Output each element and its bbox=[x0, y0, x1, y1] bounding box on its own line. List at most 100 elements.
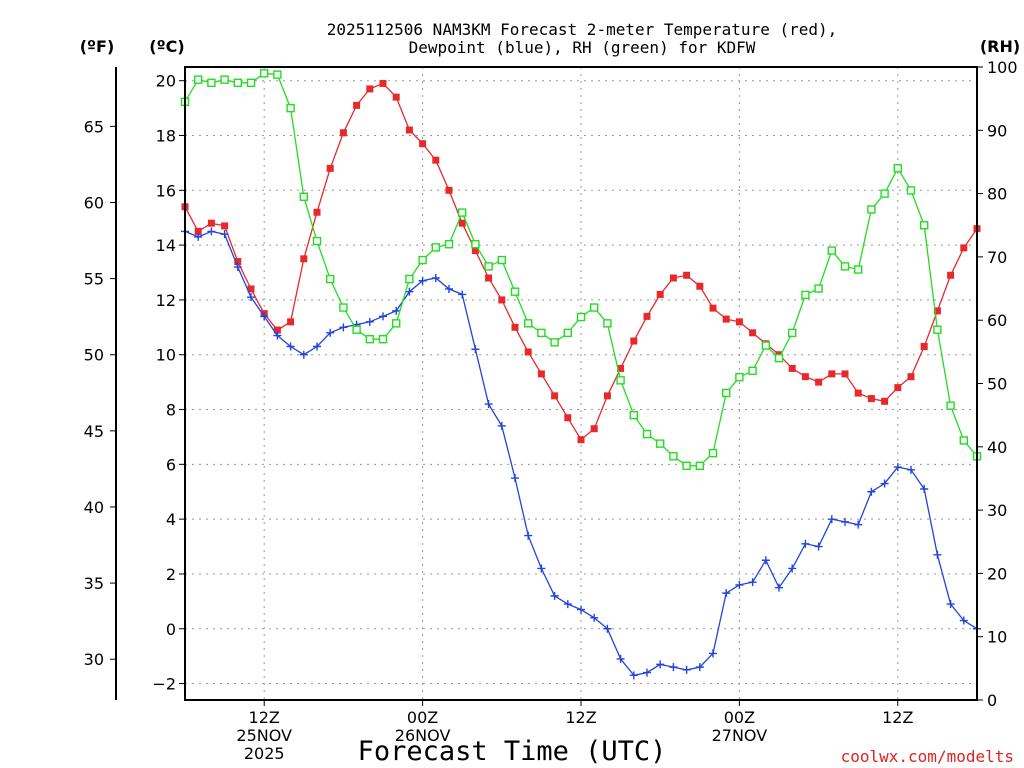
rh-point bbox=[708, 448, 718, 458]
rh-point bbox=[590, 303, 599, 312]
rh-tick-label: 0 bbox=[987, 691, 997, 710]
celsius-tick-label: 18 bbox=[156, 127, 176, 146]
celsius-tick-label: 0 bbox=[166, 620, 176, 639]
rh-tick-label: 50 bbox=[987, 375, 1007, 394]
rh-point bbox=[867, 205, 876, 214]
temperature-point bbox=[788, 364, 796, 372]
x-tick-label: 26NOV bbox=[395, 726, 451, 745]
temperature-point bbox=[194, 227, 202, 235]
celsius-unit-label: (ºC) bbox=[149, 37, 184, 56]
temperature-point bbox=[683, 271, 691, 279]
rh-point bbox=[959, 436, 968, 445]
temperature-point bbox=[603, 392, 611, 400]
dewpoint-point bbox=[326, 328, 335, 337]
rh-point bbox=[906, 186, 916, 195]
rh-point bbox=[418, 255, 427, 265]
rh-point bbox=[761, 341, 770, 350]
dewpoint-point bbox=[365, 317, 374, 326]
rh-point bbox=[669, 452, 678, 461]
dewpoint-point bbox=[392, 306, 401, 315]
temperature-point bbox=[709, 304, 717, 312]
temperature-point bbox=[920, 343, 928, 351]
temperature-point bbox=[854, 389, 862, 397]
dewpoint-point bbox=[550, 591, 559, 600]
temperature-point bbox=[867, 395, 875, 403]
dewpoint-point bbox=[405, 287, 414, 296]
rh-point bbox=[431, 243, 440, 252]
rh-tick-label: 80 bbox=[987, 185, 1007, 204]
dewpoint-point bbox=[471, 345, 480, 354]
dewpoint-point bbox=[511, 474, 519, 483]
rh-point bbox=[220, 75, 229, 84]
rh-point bbox=[840, 262, 850, 271]
fahrenheit-tick-label: 40 bbox=[84, 498, 104, 517]
temperature-point bbox=[630, 337, 638, 345]
dewpoint-point bbox=[431, 274, 440, 282]
rh-tick-label: 90 bbox=[987, 121, 1007, 140]
chart-title-line2: Dewpoint (blue), RH (green) for KDFW bbox=[409, 38, 756, 57]
dewpoint-point bbox=[260, 312, 269, 321]
temperature-point bbox=[564, 414, 572, 422]
temperature-point bbox=[273, 326, 281, 334]
rh-point bbox=[471, 240, 480, 249]
dewpoint-point bbox=[669, 663, 678, 672]
temperature-point bbox=[881, 397, 889, 405]
rh-tick-label: 40 bbox=[987, 438, 1007, 457]
rh-point bbox=[854, 265, 863, 274]
rh-point bbox=[629, 410, 638, 420]
temperature-point bbox=[537, 370, 545, 378]
dewpoint-point bbox=[775, 583, 783, 592]
temperature-point bbox=[339, 129, 347, 137]
dewpoint-point bbox=[933, 550, 942, 559]
temperature-point bbox=[485, 274, 493, 282]
rh-point bbox=[458, 208, 467, 217]
fahrenheit-tick-label: 30 bbox=[84, 650, 104, 669]
dewpoint-point bbox=[563, 600, 572, 609]
dewpoint-point bbox=[458, 290, 467, 299]
celsius-tick-label: −2 bbox=[152, 675, 176, 694]
rh-point bbox=[550, 338, 559, 347]
rh-point bbox=[484, 262, 493, 271]
dewpoint-point bbox=[233, 263, 242, 272]
temperature-point bbox=[287, 318, 295, 326]
temperature-point bbox=[221, 222, 229, 230]
rh-point bbox=[524, 319, 533, 328]
temperature-point bbox=[313, 208, 321, 216]
temperature-point bbox=[828, 370, 836, 378]
dewpoint-point bbox=[590, 613, 599, 622]
temperature-point bbox=[234, 258, 242, 266]
dewpoint-point bbox=[484, 400, 493, 409]
fahrenheit-unit-label: (ºF) bbox=[80, 37, 115, 56]
temperature-point bbox=[445, 186, 453, 194]
rh-tick-label: 20 bbox=[987, 564, 1007, 583]
rh-point bbox=[656, 439, 665, 448]
temperature-markers bbox=[181, 79, 981, 444]
temperature-point bbox=[471, 247, 479, 255]
dewpoint-point bbox=[854, 520, 863, 529]
temperature-point bbox=[617, 364, 625, 372]
temperature-point bbox=[841, 370, 849, 378]
series bbox=[180, 69, 982, 680]
dewpoint-point bbox=[722, 589, 731, 598]
celsius-tick-label: 4 bbox=[166, 510, 176, 529]
dewpoint-point bbox=[497, 421, 506, 430]
dewpoint-point bbox=[814, 542, 823, 551]
dewpoint-point bbox=[273, 331, 282, 340]
rh-point bbox=[722, 388, 731, 398]
dewpoint-point bbox=[207, 227, 216, 236]
rh-point bbox=[695, 461, 704, 470]
rh-point bbox=[497, 255, 506, 265]
dewpoint-point bbox=[801, 539, 810, 548]
rh-point bbox=[563, 328, 572, 338]
temperature-point bbox=[207, 219, 215, 227]
dewpoint-point bbox=[761, 556, 770, 565]
dewpoint-point bbox=[247, 293, 255, 302]
x-tick-label: 12Z bbox=[882, 708, 913, 727]
dewpoint-point bbox=[709, 649, 717, 658]
celsius-tick-label: 12 bbox=[156, 291, 176, 310]
fahrenheit-tick-label: 35 bbox=[84, 574, 104, 593]
rh-point bbox=[405, 274, 414, 284]
celsius-tick-label: 6 bbox=[166, 455, 176, 474]
rh-point bbox=[682, 461, 691, 470]
